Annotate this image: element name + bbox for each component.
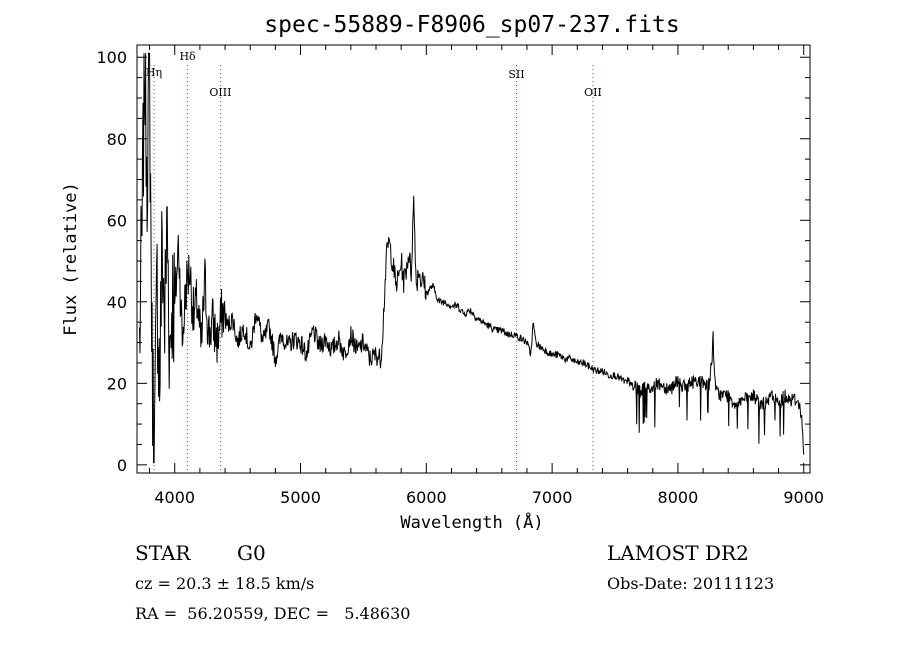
survey-name: LAMOST DR2 [607, 541, 749, 565]
y-axis-label: Flux (relative) [61, 182, 81, 336]
object-subclass: G0 [237, 541, 266, 565]
y-tick-label: 0 [117, 456, 127, 475]
line-marker-label-3: SII [508, 68, 524, 81]
spectrum-series-line [139, 52, 805, 464]
line-marker-label-4: OII [584, 86, 602, 99]
redshift-readout: cz = 20.3 ± 18.5 km/s [135, 574, 315, 593]
line-marker-label-2: OIII [209, 86, 231, 99]
y-tick-label: 60 [107, 211, 127, 230]
x-tick-label: 5000 [280, 488, 321, 507]
x-tick-label: 6000 [406, 488, 447, 507]
y-tick-label: 100 [96, 48, 127, 67]
x-tick-label: 9000 [783, 488, 824, 507]
line-marker-label-1: Hδ [179, 50, 196, 63]
axis-ticks: 4000 5000 6000 7000 8000 9000 0 20 40 60 80 100 [96, 45, 824, 507]
sky-coordinates: RA = 56.20559, DEC = 5.48630 [135, 604, 411, 623]
plot-frame [136, 44, 811, 474]
x-tick-label: 4000 [154, 488, 195, 507]
object-class: STAR [135, 541, 191, 565]
x-tick-label: 8000 [658, 488, 699, 507]
x-axis-label: Wavelength (Å) [400, 511, 543, 533]
y-tick-label: 80 [107, 130, 127, 149]
y-tick-label: 20 [107, 374, 127, 393]
y-tick-label: 40 [107, 293, 127, 312]
chart-title: spec-55889-F8906_sp07-237.fits [264, 12, 679, 38]
observation-date: Obs-Date: 20111123 [607, 574, 775, 593]
x-tick-label: 7000 [532, 488, 573, 507]
